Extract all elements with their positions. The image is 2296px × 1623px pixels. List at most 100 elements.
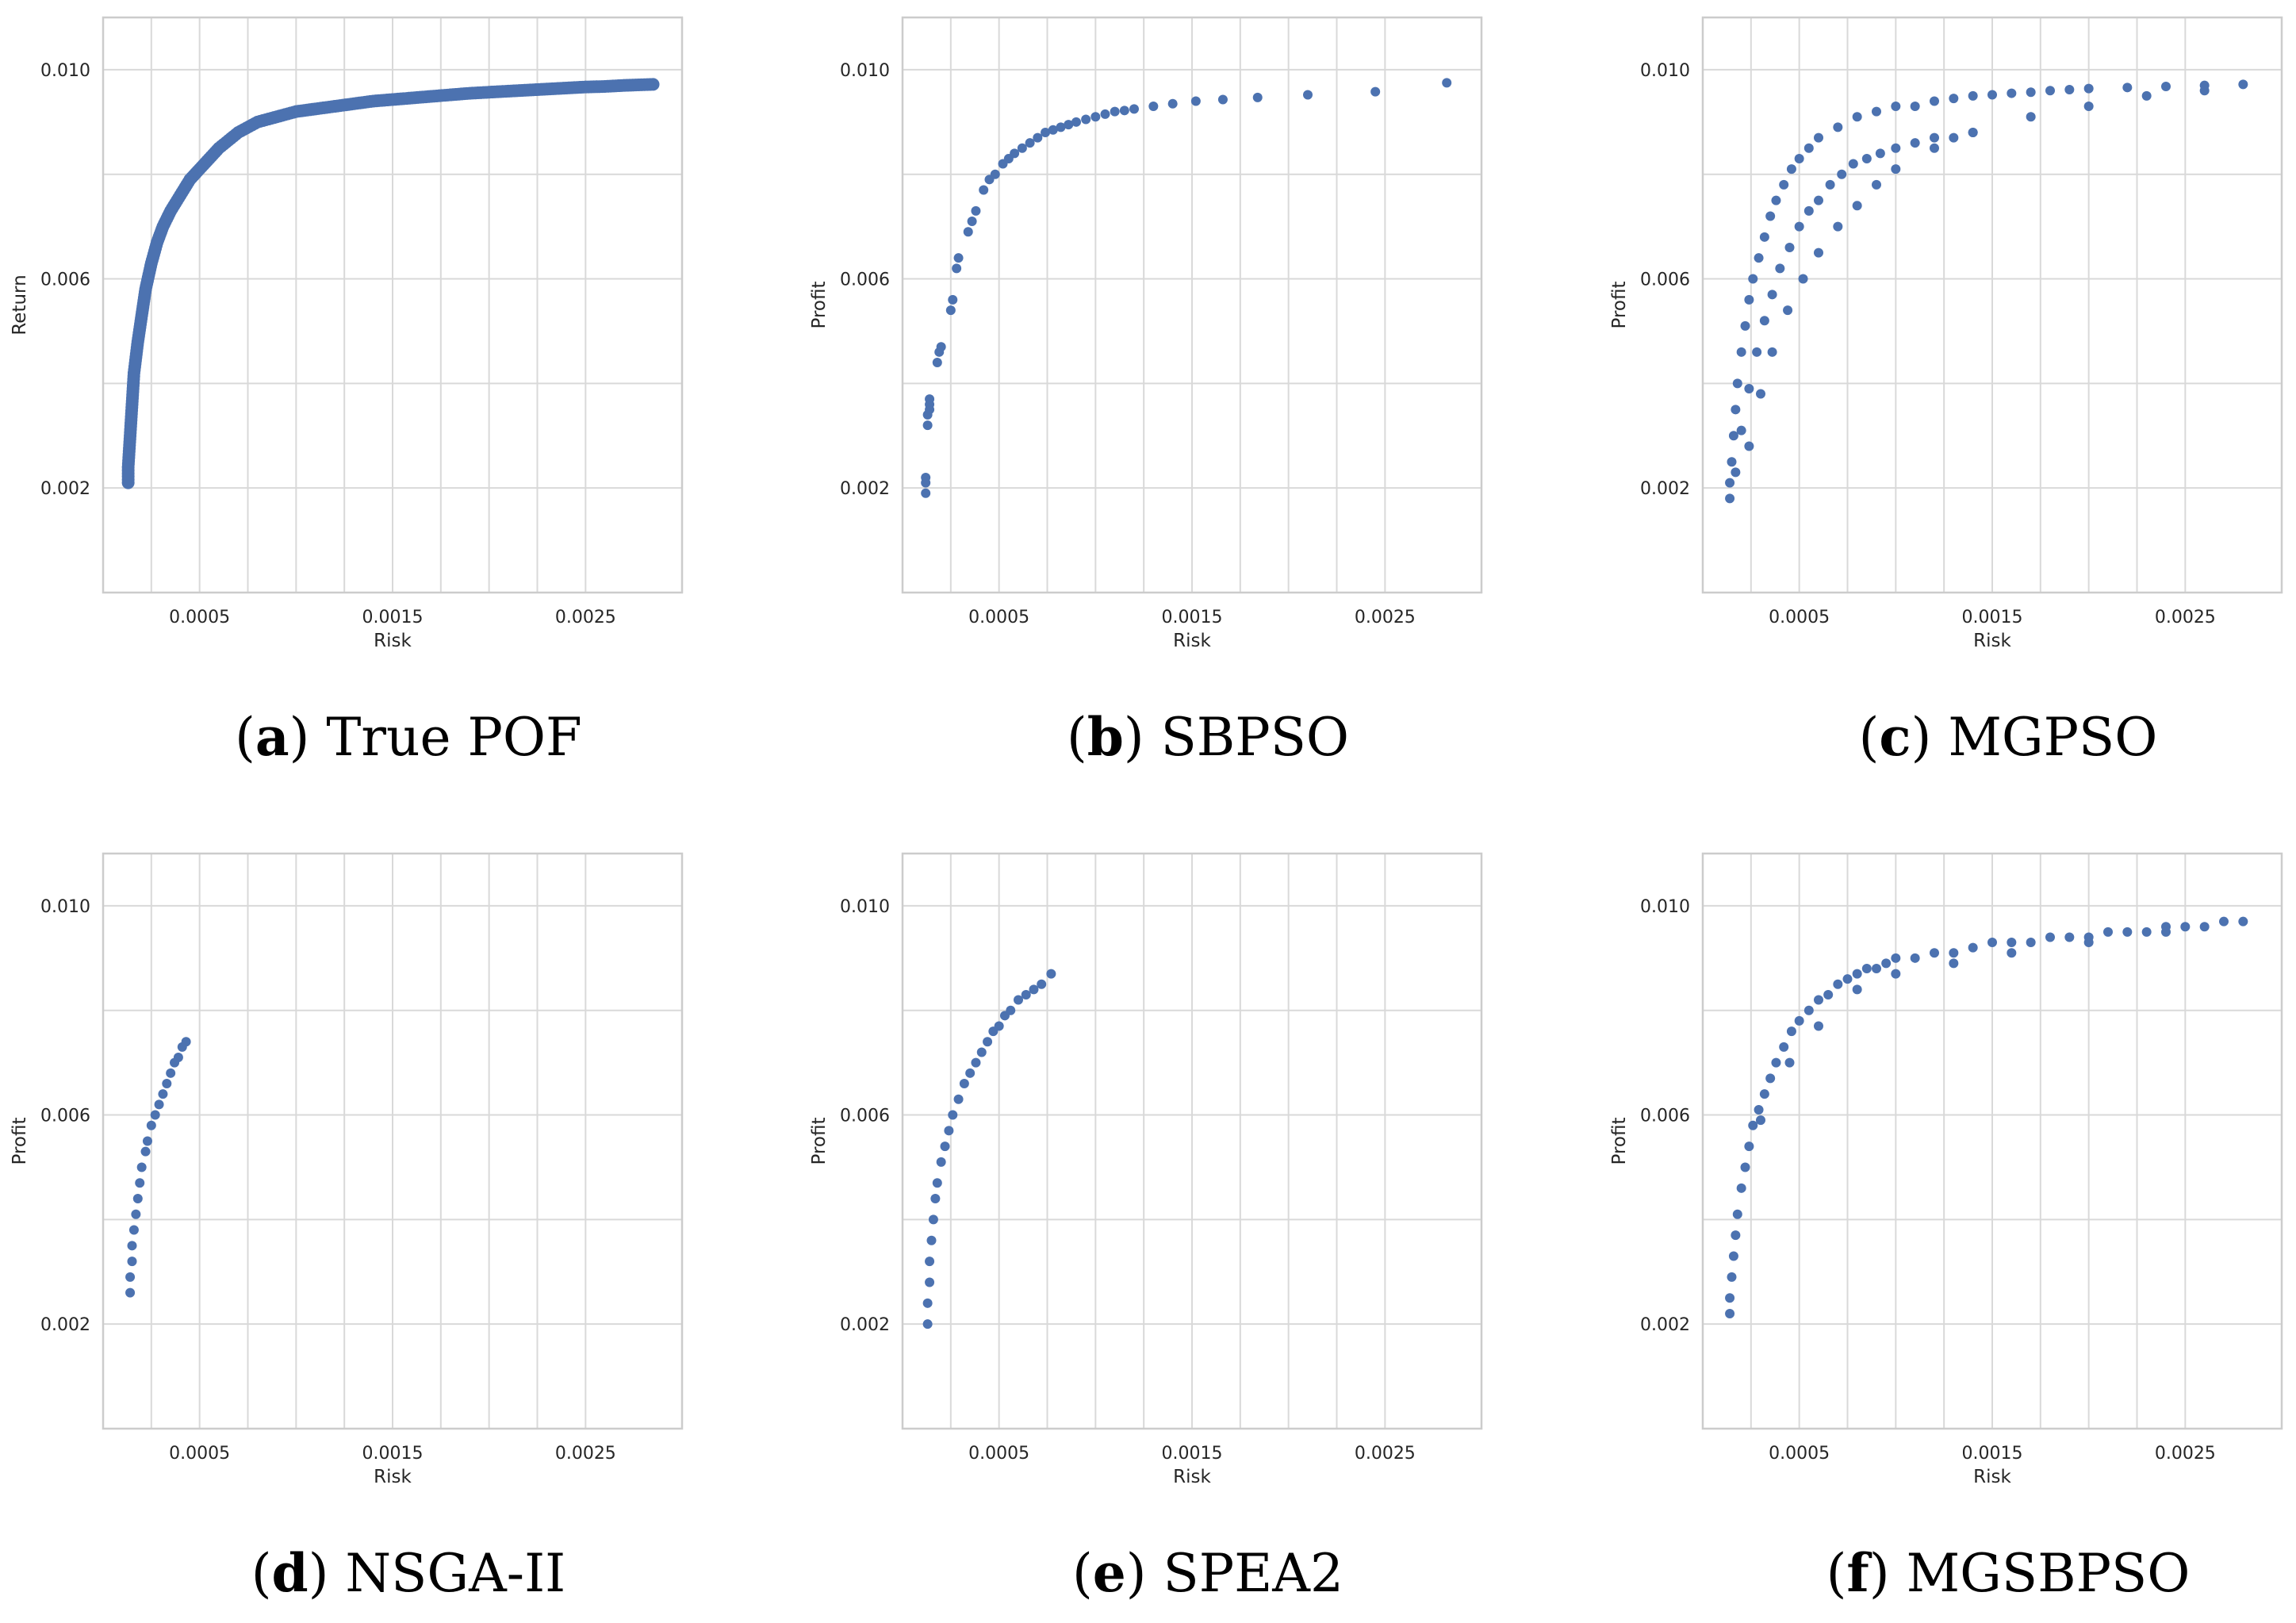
data-point [1798,274,1808,284]
data-point [1930,132,1939,143]
data-point [2026,938,2036,948]
data-point [1744,1141,1754,1152]
panel-c: 0.0005 0.0015 0.0025 0.002 0.006 0.010 Risk Pro… [1609,16,2283,768]
data-point [1861,153,1872,163]
data-point [1029,984,1039,995]
caption-title: SPEA2 [1163,1543,1343,1604]
caption-title: True POF [326,707,581,768]
data-point [1303,90,1313,100]
data-point [1167,98,1178,109]
data-point [1872,106,1881,117]
data-point [932,1178,942,1188]
data-point [1010,148,1020,159]
data-point [983,1037,993,1047]
caption-letter: b [1087,706,1124,768]
data-point [2122,82,2133,93]
data-point [1442,78,1452,88]
data-point [1759,1089,1769,1099]
x-tick-label: 0.0025 [1355,1444,1416,1464]
data-point [1765,1073,1776,1084]
y-tick-label: 0.010 [1640,897,1690,917]
data-point [1823,989,1834,1000]
data-point [1910,102,1920,112]
data-point [2199,922,2210,932]
data-point [1732,378,1742,389]
panel-caption: (d) NSGA-II [251,1542,565,1604]
y-axis-label: Return [10,274,30,335]
x-tick-label: 0.0005 [1769,1444,1830,1464]
data-point [643,78,657,91]
data-point [166,1068,176,1078]
data-point [1779,179,1789,190]
data-point [925,394,935,405]
y-tick-label: 0.002 [840,1315,890,1335]
data-point [1767,347,1777,357]
data-point [1872,964,1881,973]
y-tick-label: 0.006 [40,1107,90,1126]
y-tick-label: 0.010 [40,897,90,917]
data-point [1728,1251,1738,1261]
x-axis-label: Risk [374,1467,412,1487]
data-point [990,169,1000,179]
data-point [959,1079,969,1088]
data-point [971,205,981,216]
data-point [1731,467,1741,478]
data-point [1129,104,1139,114]
data-point [1852,112,1862,122]
data-point [921,473,931,482]
data-point [2026,112,2036,122]
data-point [1968,128,1978,137]
x-tick-label: 0.0015 [362,1444,424,1464]
data-point [932,358,942,367]
data-point [922,420,933,431]
data-point [922,1319,933,1329]
data-point [1814,995,1823,1005]
data-point [1048,125,1058,135]
x-tick-label: 0.0025 [555,608,616,627]
y-tick-label: 0.002 [40,1315,90,1335]
caption-title: MGPSO [1948,707,2157,768]
panel-caption: (e) SPEA2 [1072,1542,1343,1604]
y-tick-label: 0.006 [840,1107,890,1126]
data-point [2141,90,2152,101]
data-point [1814,247,1823,258]
data-point [135,1178,145,1188]
data-point [921,488,931,498]
data-point [952,263,962,274]
data-point [1252,92,1263,102]
data-point [971,1057,981,1068]
caption-letter: a [255,706,289,768]
data-point [936,342,946,352]
data-point [1968,942,1978,953]
data-point [1771,1057,1781,1068]
data-point [1736,1183,1746,1193]
data-point [1814,132,1823,143]
data-point [150,1110,160,1120]
data-point [1842,974,1853,984]
data-point [1731,405,1741,415]
x-axis-label: Risk [374,631,412,651]
plot-frame [1701,16,2283,594]
data-point [945,305,956,316]
panel-caption: (f) MGSBPSO [1826,1542,2191,1604]
data-point [162,1079,172,1088]
data-point [2083,83,2094,94]
data-point [2083,938,2094,948]
data-point [1987,938,1997,948]
data-point [1765,211,1776,221]
data-point [1783,305,1793,316]
data-point [1891,969,1901,979]
data-point [936,1157,946,1167]
data-point [125,1287,136,1298]
panel-caption: (a) True POF [235,706,582,768]
data-point [1930,948,1939,958]
y-tick-label: 0.002 [1640,479,1690,499]
data-point [2161,82,2171,91]
data-point [1891,953,1901,963]
data-point [2103,927,2113,937]
x-tick-label: 0.0025 [555,1444,616,1464]
data-point [127,1257,137,1267]
data-point [1046,969,1056,979]
data-point [1803,143,1814,153]
data-point [967,217,977,227]
